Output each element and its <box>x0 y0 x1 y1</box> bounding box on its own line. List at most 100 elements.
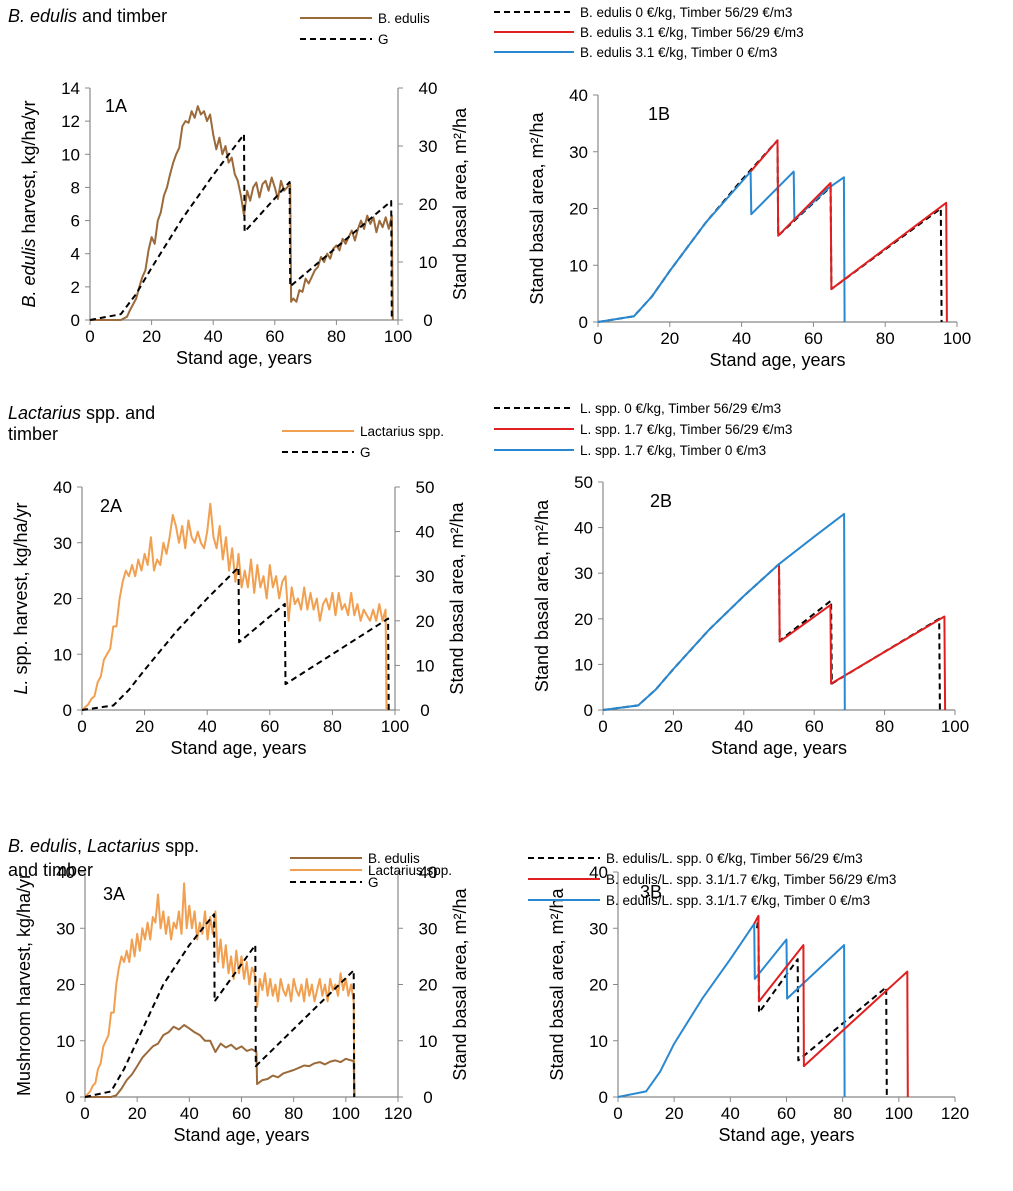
legend-entry: L. spp. 0 €/kg, Timber 56/29 €/m3 <box>580 401 781 416</box>
legend-entry: B. edulis <box>368 851 420 866</box>
chart-title-line2: and timber <box>8 860 93 880</box>
y-tick-label: 0 <box>66 1088 75 1107</box>
series-line-edulis <box>90 105 394 321</box>
y-tick-label: 30 <box>56 919 75 938</box>
y2-tick-label: 30 <box>419 137 438 156</box>
y-tick-label: 0 <box>71 311 80 330</box>
y-tick-label: 12 <box>61 112 80 131</box>
x-tick-label: 40 <box>732 329 751 348</box>
x-tick-label: 0 <box>593 329 602 348</box>
series-line-s2 <box>597 170 846 323</box>
x-tick-label: 80 <box>323 717 342 736</box>
series-line-edulis <box>85 1024 356 1098</box>
legend: Lactarius spp. G <box>282 424 444 460</box>
y-tick-label: 0 <box>584 701 593 720</box>
y-tick-label: 20 <box>53 590 72 609</box>
series-line-g <box>81 566 390 711</box>
chart-title: B. edulis and timber <box>8 6 167 26</box>
x-axis-label: Stand age, years <box>170 738 306 758</box>
x-tick-label: 60 <box>804 329 823 348</box>
x-tick-label: 80 <box>876 329 895 348</box>
x-tick-label: 100 <box>384 327 412 346</box>
y2-tick-label: 30 <box>419 919 438 938</box>
chart-title: B. edulis, Lactarius spp. <box>8 836 199 856</box>
x-axis-label: Stand age, years <box>711 738 847 758</box>
x-tick-label: 100 <box>885 1104 913 1123</box>
legend: B. edulis/L. spp. 0 €/kg, Timber 56/29 €… <box>528 851 896 908</box>
y2-tick-label: 40 <box>419 79 438 98</box>
x-tick-label: 80 <box>327 327 346 346</box>
y-tick-label: 20 <box>56 976 75 995</box>
legend: L. spp. 0 €/kg, Timber 56/29 €/m3 L. spp.… <box>494 401 792 458</box>
chart-1A: 0 20 40 60 80 100 0 2 4 6 8 10 12 14 0 10 20 30 40 Stand ag… <box>8 6 470 368</box>
x-axis-label: Stand age, years <box>173 1125 309 1145</box>
y-tick-label: 30 <box>574 564 593 583</box>
legend-entry: B. edulis 0 €/kg, Timber 56/29 €/m3 <box>580 5 792 20</box>
series-line-s0 <box>602 563 941 711</box>
x-tick-label: 60 <box>232 1104 251 1123</box>
x-tick-label: 0 <box>613 1104 622 1123</box>
chart-title-part: spp. and <box>81 403 155 423</box>
x-tick-label: 0 <box>85 327 94 346</box>
legend-entry: B. edulis 3.1 €/kg, Timber 56/29 €/m3 <box>580 25 804 40</box>
legend-entry: B. edulis/L. spp. 3.1/1.7 €/kg, Timber 5… <box>606 872 896 887</box>
y-tick-label: 4 <box>71 245 80 264</box>
x-axis-label: Stand age, years <box>176 348 312 368</box>
chart-title-part: Lactarius <box>8 403 81 423</box>
y-axis-label: Stand basal area, m²/ha <box>527 111 547 304</box>
series-line-s2 <box>602 512 846 711</box>
panel-label: 2B <box>650 491 672 511</box>
panel-label: 2A <box>100 496 122 516</box>
series-line-s0 <box>597 139 943 323</box>
y-axis-label: Mushroom harvest, kg/ha/yr <box>14 873 34 1096</box>
x-axis-label: Stand age, years <box>709 350 845 370</box>
chart-2B: 0 20 40 60 80 100 0 10 20 30 40 50 Stand age, years S… <box>494 401 969 758</box>
chart-title-part: B. edulis <box>8 6 77 26</box>
x-tick-label: 20 <box>664 717 683 736</box>
x-tick-label: 100 <box>943 329 971 348</box>
y2-axis-label: Stand basal area, m²/ha <box>450 107 470 300</box>
chart-3B: 0 20 40 60 80 100 120 0 10 20 30 40 Stand age, years… <box>528 851 969 1145</box>
chart-3A: 0 20 40 60 80 100 120 0 10 20 30 40 0 10 20 30 40 Stand a… <box>8 836 470 1145</box>
x-tick-label: 80 <box>284 1104 303 1123</box>
y-axis-label-part: harvest, kg/ha/yr <box>19 100 39 238</box>
y-axis-label-part: L. <box>11 680 31 695</box>
y-axis-label: L. spp. harvest, kg/ha/yr <box>11 502 31 694</box>
y2-axis-label: Stand basal area, m²/ha <box>447 501 467 694</box>
y-tick-label: 10 <box>569 256 588 275</box>
y-tick-label: 0 <box>579 313 588 332</box>
x-tick-label: 0 <box>77 717 86 736</box>
x-tick-label: 60 <box>265 327 284 346</box>
y-tick-label: 10 <box>589 1032 608 1051</box>
x-tick-label: 0 <box>598 717 607 736</box>
x-axis-label: Stand age, years <box>718 1125 854 1145</box>
y2-axis-label: Stand basal area, m²/ha <box>450 887 470 1080</box>
y-tick-label: 30 <box>589 919 608 938</box>
x-tick-label: 80 <box>875 717 894 736</box>
y-tick-label: 40 <box>56 863 75 882</box>
chart-title-part: B. edulis <box>8 836 77 856</box>
y-tick-label: 20 <box>574 610 593 629</box>
legend-entry: B. edulis <box>378 11 430 26</box>
series-line-g <box>84 913 356 1098</box>
series-line-g <box>89 133 393 321</box>
y2-tick-label: 0 <box>423 1088 432 1107</box>
series-line-lact <box>84 882 356 1098</box>
y-tick-label: 40 <box>574 519 593 538</box>
x-tick-label: 60 <box>777 1104 796 1123</box>
legend-entry: L. spp. 1.7 €/kg, Timber 0 €/m3 <box>580 443 766 458</box>
y-tick-label: 14 <box>61 79 80 98</box>
y-tick-label: 2 <box>71 278 80 297</box>
y-tick-label: 40 <box>53 478 72 497</box>
y-tick-label: 50 <box>574 473 593 492</box>
legend-entry: B. edulis 3.1 €/kg, Timber 0 €/m3 <box>580 45 777 60</box>
legend-entry: B. edulis/L. spp. 3.1/1.7 €/kg, Timber 0… <box>606 893 870 908</box>
y-axis-label: Stand basal area, m²/ha <box>532 499 552 692</box>
y-tick-label: 30 <box>569 143 588 162</box>
y2-tick-label: 10 <box>419 1032 438 1051</box>
legend-entry: Lactarius spp. <box>368 863 452 878</box>
y2-tick-label: 0 <box>423 311 432 330</box>
x-tick-label: 40 <box>204 327 223 346</box>
y2-tick-label: 0 <box>420 701 429 720</box>
